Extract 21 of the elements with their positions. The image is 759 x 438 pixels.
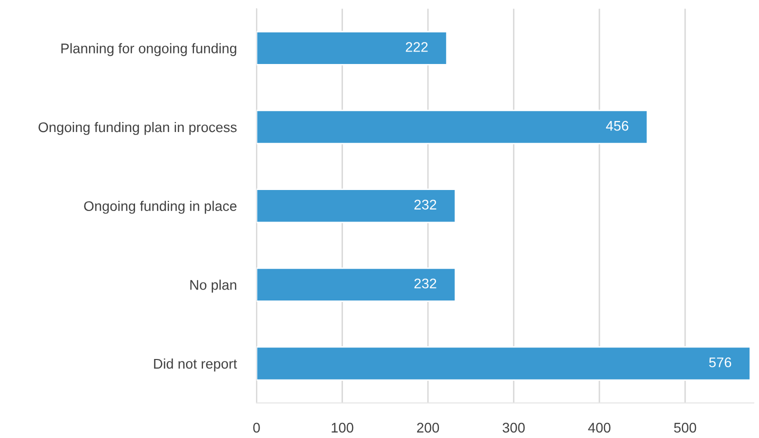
data-label: 232 — [414, 278, 436, 288]
bar — [256, 188, 456, 224]
x-tick-label: 400 — [588, 422, 610, 433]
x-tick-label: 100 — [332, 422, 354, 433]
x-tick-label: 300 — [502, 422, 525, 433]
x-tick-label: 0 — [253, 422, 260, 433]
data-label: 576 — [709, 357, 732, 368]
y-tick-label: Ongoing funding in place — [84, 200, 236, 214]
x-tick-label: 200 — [417, 422, 440, 433]
bar — [256, 110, 648, 144]
data-label: 222 — [406, 42, 428, 52]
y-tick-label: No plan — [190, 280, 236, 293]
y-tick-label: Ongoing funding plan in process — [38, 122, 237, 135]
data-label: 232 — [414, 200, 436, 210]
y-tick-label: Planning for ongoing funding — [61, 43, 236, 56]
bar — [256, 267, 456, 302]
bar — [256, 30, 448, 66]
bar — [256, 346, 751, 381]
x-tick-label: 500 — [674, 422, 696, 433]
data-label: 456 — [606, 120, 628, 131]
y-tick-label: Did not report — [154, 358, 237, 372]
